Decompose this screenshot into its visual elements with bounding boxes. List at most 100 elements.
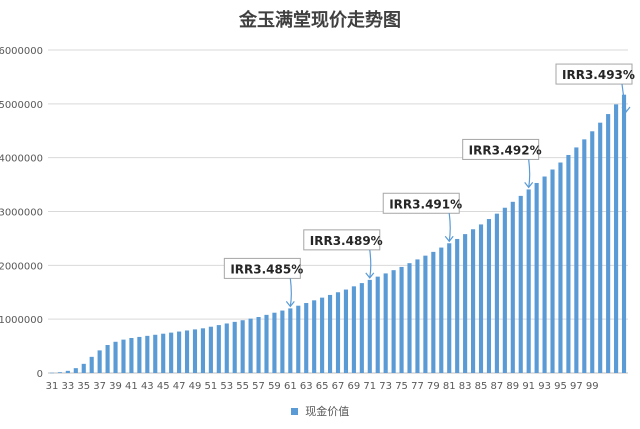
annotation-box: [223, 257, 301, 279]
annotation-label: IRR3.485%: [230, 262, 303, 276]
x-tick-label: 43: [141, 381, 154, 392]
bar: [542, 176, 547, 373]
annotation-arrowhead: [444, 235, 454, 243]
bar: [145, 335, 150, 373]
bar: [137, 336, 142, 373]
bar: [415, 259, 420, 373]
bar: [312, 300, 317, 373]
annotation-arrow: [621, 83, 627, 113]
bar: [399, 266, 404, 373]
x-tick-label: 49: [189, 381, 202, 392]
bar: [327, 294, 333, 373]
x-tick-label: 37: [93, 381, 106, 392]
bar: [606, 114, 611, 373]
annotation-label: IRR3.493%: [562, 68, 635, 82]
x-tick-label: 69: [348, 381, 361, 392]
annotation-box: [303, 229, 381, 251]
x-tick-label: 41: [125, 381, 138, 392]
annotation-arrow: [528, 159, 531, 188]
x-tick-label: 39: [109, 381, 122, 392]
x-tick-label: 61: [284, 381, 297, 392]
annotation-arrow: [289, 278, 292, 307]
bar: [614, 104, 619, 373]
y-tick-label: 2000000: [0, 261, 43, 272]
bar: [367, 279, 372, 373]
annotation-box: [382, 192, 460, 214]
annotation-arrow: [369, 249, 372, 278]
bar: [574, 147, 579, 373]
bar: [439, 247, 444, 373]
bar: [153, 334, 158, 373]
bar: [590, 131, 595, 373]
bar: [471, 229, 476, 373]
y-tick-label: 4000000: [0, 154, 43, 165]
bar: [534, 182, 539, 373]
bar: [240, 320, 245, 373]
bar: [89, 356, 94, 373]
x-tick-label: 55: [236, 381, 249, 392]
bar: [391, 270, 396, 373]
bar: [280, 310, 285, 373]
bar: [526, 189, 531, 373]
x-tick-label: 75: [395, 381, 408, 392]
x-tick-label: 57: [252, 381, 265, 392]
bar: [375, 276, 380, 373]
x-tick-label: 81: [443, 381, 456, 392]
bar: [335, 292, 341, 373]
x-tick-label: 35: [77, 381, 90, 392]
x-tick-label: 51: [205, 381, 218, 392]
bar: [248, 318, 253, 373]
x-tick-label: 99: [586, 381, 599, 392]
x-tick-label: 73: [379, 381, 392, 392]
annotation-label: IRR3.489%: [310, 234, 383, 248]
bar: [232, 321, 237, 373]
annotation-box: [555, 63, 633, 85]
bar: [423, 255, 428, 373]
bar: [463, 234, 468, 373]
bar: [288, 308, 293, 373]
x-tick-label: 31: [46, 381, 59, 392]
x-tick-label: 97: [570, 381, 583, 392]
bar: [81, 363, 86, 373]
y-tick-label: 3000000: [0, 208, 43, 219]
bar: [447, 243, 452, 373]
bar: [296, 305, 301, 373]
bar: [455, 238, 460, 373]
x-tick-label: 45: [157, 381, 170, 392]
annotation-arrow: [448, 213, 451, 242]
bar: [351, 286, 356, 373]
bar: [113, 341, 118, 373]
annotation-arrowhead: [621, 106, 631, 114]
legend-label: 现金价值: [305, 405, 350, 418]
bar: [431, 251, 436, 373]
bar: [510, 201, 515, 373]
x-tick-label: 59: [268, 381, 281, 392]
x-tick-label: 95: [554, 381, 567, 392]
bar: [566, 154, 571, 373]
bar: [161, 333, 166, 373]
legend-swatch: [290, 407, 298, 415]
x-tick-label: 85: [475, 381, 488, 392]
bar: [129, 338, 134, 373]
x-tick-label: 83: [459, 381, 472, 392]
bar: [57, 372, 62, 373]
bar: [216, 325, 221, 373]
bar: [264, 314, 269, 373]
bar: [105, 345, 110, 373]
bar: [407, 263, 412, 373]
x-tick-label: 71: [363, 381, 376, 392]
x-tick-label: 47: [173, 381, 186, 392]
x-tick-label: 77: [411, 381, 424, 392]
annotation-arrowhead: [365, 272, 375, 279]
x-tick-label: 87: [491, 381, 504, 392]
bar: [65, 370, 70, 373]
x-tick-label: 65: [316, 381, 329, 392]
x-tick-label: 63: [300, 381, 313, 392]
legend: 现金价值: [0, 403, 640, 419]
bar: [518, 195, 523, 373]
bar: [49, 372, 55, 374]
bar: [272, 312, 277, 373]
y-tick-label: 0: [37, 369, 43, 380]
bar: [343, 289, 349, 373]
